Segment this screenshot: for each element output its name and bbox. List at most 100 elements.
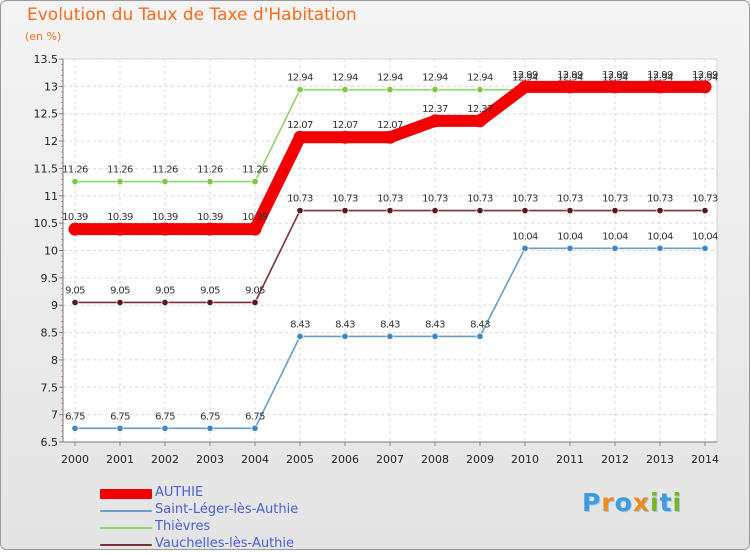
y-tick-label: 7 (51, 409, 58, 422)
data-label-saint-leger-les-authie: 6.75 (110, 411, 130, 422)
data-label-vauchelles-les-authie: 9.05 (65, 285, 85, 296)
data-point-thievres (71, 178, 79, 186)
data-label-authie: 12.99 (512, 70, 538, 81)
data-point-authie (383, 130, 397, 144)
chart-title: Evolution du Taux de Taxe d'Habitation (27, 5, 357, 25)
logo-text: Proxiti (582, 488, 683, 517)
data-point-vauchelles-les-authie (521, 207, 529, 215)
data-label-thievres: 12.94 (602, 73, 628, 84)
data-point-thievres (251, 178, 259, 186)
x-tick-label: 2008 (421, 453, 449, 466)
data-label-vauchelles-les-authie: 10.73 (647, 194, 673, 205)
data-label-thievres: 12.94 (332, 73, 358, 84)
data-point-authie (68, 222, 82, 236)
x-tick-label: 2001 (106, 453, 134, 466)
y-tick-label: 9 (51, 299, 58, 312)
legend-item-vauchelles: Vauchelles-lès-Authie (100, 536, 360, 553)
x-tick-label: 2004 (241, 453, 269, 466)
data-label-vauchelles-les-authie: 10.73 (512, 194, 538, 205)
data-label-vauchelles-les-authie: 10.73 (422, 194, 448, 205)
data-point-saint-leger-les-authie (701, 244, 709, 252)
data-label-saint-leger-les-authie: 8.43 (335, 319, 355, 330)
data-label-authie: 12.99 (692, 70, 718, 81)
x-tick-label: 2007 (376, 453, 404, 466)
data-label-thievres: 12.94 (692, 73, 718, 84)
data-point-authie (518, 80, 532, 94)
y-tick-label: 13.5 (34, 53, 59, 66)
data-label-vauchelles-les-authie: 10.73 (467, 194, 493, 205)
data-point-saint-leger-les-authie (71, 424, 79, 432)
data-point-authie (113, 222, 127, 236)
y-tick-label: 13 (44, 80, 58, 93)
y-tick-label: 8.5 (41, 327, 59, 340)
data-label-authie: 12.99 (647, 70, 673, 81)
data-point-saint-leger-les-authie (521, 244, 529, 252)
data-point-authie (293, 130, 307, 144)
data-label-thievres: 12.94 (647, 73, 673, 84)
x-tick-label: 2005 (286, 453, 314, 466)
data-label-authie: 10.39 (62, 212, 88, 223)
data-label-vauchelles-les-authie: 10.73 (332, 194, 358, 205)
legend-item-saint-leger: Saint-Léger-lès-Authie (100, 502, 360, 519)
data-label-authie: 12.37 (422, 104, 448, 115)
data-point-thievres (431, 86, 439, 94)
data-label-vauchelles-les-authie: 10.73 (602, 194, 628, 205)
data-point-saint-leger-les-authie (431, 332, 439, 340)
data-point-authie (563, 80, 577, 94)
data-label-saint-leger-les-authie: 10.04 (647, 231, 673, 242)
data-label-saint-leger-les-authie: 8.43 (290, 319, 310, 330)
data-label-thievres: 12.94 (467, 73, 493, 84)
data-point-authie (158, 222, 172, 236)
data-label-thievres: 11.26 (197, 165, 223, 176)
legend-swatch (100, 489, 152, 499)
x-tick-label: 2013 (646, 453, 674, 466)
data-point-saint-leger-les-authie (116, 424, 124, 432)
data-label-thievres: 11.26 (152, 165, 178, 176)
data-label-thievres: 12.94 (422, 73, 448, 84)
legend-item-thievres: Thièvres (100, 519, 360, 536)
data-point-vauchelles-les-authie (161, 298, 169, 307)
data-point-saint-leger-les-authie (611, 244, 619, 252)
data-point-thievres (206, 178, 214, 186)
y-tick-label: 9.5 (41, 272, 59, 285)
data-point-authie (653, 80, 667, 94)
x-tick-label: 2003 (196, 453, 224, 466)
x-tick-label: 2011 (556, 453, 584, 466)
data-label-thievres: 11.26 (62, 165, 88, 176)
y-tick-label: 12.5 (34, 108, 59, 121)
data-label-saint-leger-les-authie: 10.04 (602, 231, 628, 242)
data-label-authie: 12.37 (467, 104, 493, 115)
data-point-authie (698, 80, 712, 94)
data-label-thievres: 12.94 (557, 73, 583, 84)
data-point-thievres (296, 86, 304, 94)
data-label-saint-leger-les-authie: 6.75 (155, 411, 175, 422)
data-point-vauchelles-les-authie (71, 298, 79, 307)
data-label-vauchelles-les-authie: 10.73 (692, 194, 718, 205)
y-tick-label: 12 (44, 135, 58, 148)
data-point-authie (338, 130, 352, 144)
data-label-saint-leger-les-authie: 6.75 (245, 411, 265, 422)
data-point-saint-leger-les-authie (206, 424, 214, 432)
data-point-vauchelles-les-authie (341, 207, 349, 215)
data-label-thievres: 11.26 (242, 165, 268, 176)
legend-label: Saint-Léger-lès-Authie (155, 502, 299, 517)
data-point-authie (428, 114, 442, 128)
legend-swatch (100, 527, 152, 529)
data-point-authie (203, 222, 217, 236)
x-tick-label: 2010 (511, 453, 539, 466)
legend-item-authie: AUTHIE (100, 485, 360, 502)
data-point-saint-leger-les-authie (656, 244, 664, 252)
data-point-thievres (161, 178, 169, 186)
data-label-thievres: 11.26 (107, 165, 133, 176)
legend-swatch (100, 544, 152, 546)
data-label-thievres: 12.94 (512, 73, 538, 84)
data-label-authie: 12.07 (287, 120, 313, 131)
data-point-saint-leger-les-authie (341, 332, 349, 340)
y-tick-label: 7.5 (41, 381, 59, 394)
data-point-vauchelles-les-authie (431, 207, 439, 215)
data-point-thievres (116, 178, 124, 186)
data-label-authie: 10.39 (197, 212, 223, 223)
y-tick-label: 6.5 (41, 436, 59, 449)
data-point-vauchelles-les-authie (116, 298, 124, 307)
